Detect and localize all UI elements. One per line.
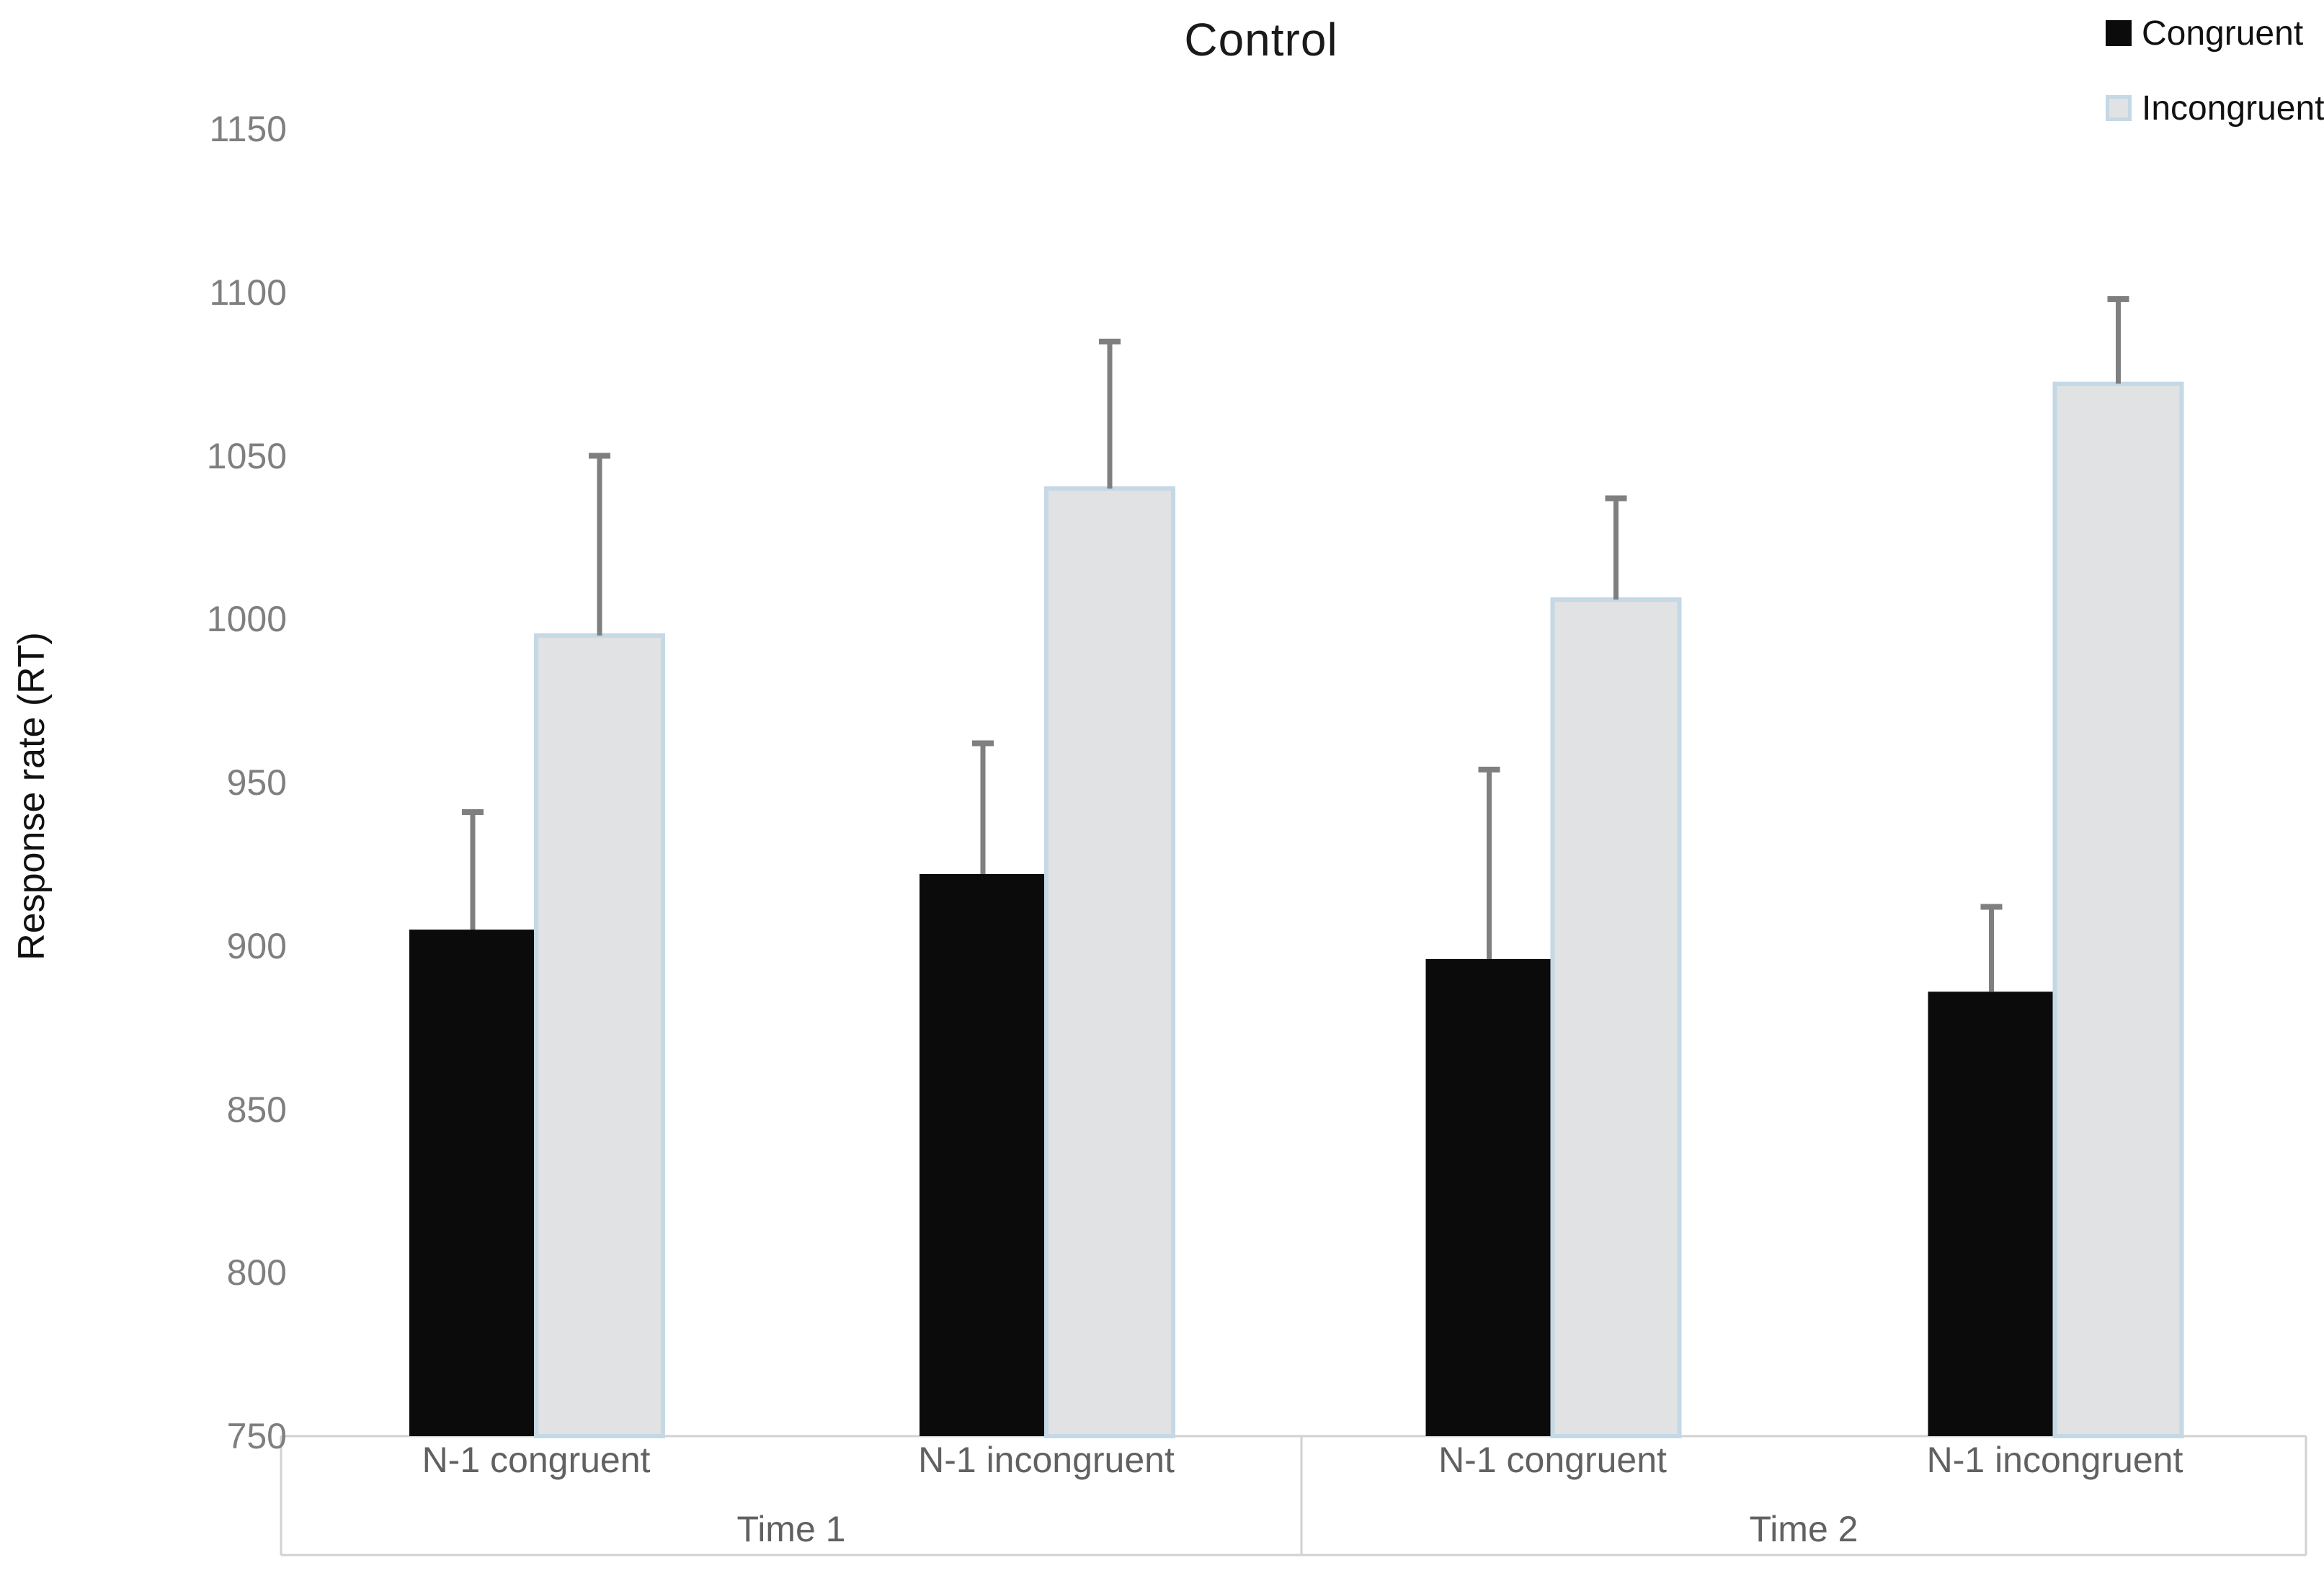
legend-label-incongruent: Incongruent (2142, 89, 2324, 128)
y-tick-label-850: 850 (226, 1089, 287, 1130)
group-label-0: Time 1 (736, 1509, 846, 1549)
congruent-bar-1 (920, 873, 1046, 1436)
incongruent-bar-3 (2052, 381, 2184, 1438)
incongruent-bar-0 (534, 633, 665, 1438)
y-axis-title: Response rate (RT) (11, 632, 53, 961)
legend-item-incongruent: Incongruent (2106, 82, 2324, 134)
y-tick-label-1000: 1000 (206, 599, 287, 640)
category-label-1: N-1 incongruent (918, 1440, 1175, 1480)
incongruent-swatch-icon (2106, 95, 2132, 121)
y-tick-label-950: 950 (226, 762, 287, 803)
congruent-bar-0 (409, 930, 536, 1436)
y-tick-label-1150: 1150 (209, 109, 287, 149)
category-label-2: N-1 congruent (1438, 1440, 1667, 1480)
incongruent-bar-1 (1044, 486, 1175, 1438)
legend-item-congruent: Congruent (2106, 7, 2303, 59)
chart-title: Control (1184, 14, 1338, 66)
y-tick-label-1100: 1100 (209, 272, 287, 313)
congruent-swatch-icon (2106, 20, 2132, 46)
y-tick-label-900: 900 (226, 925, 287, 966)
y-tick-label-750: 750 (226, 1416, 287, 1456)
category-label-3: N-1 incongruent (1926, 1440, 2183, 1480)
incongruent-bar-2 (1550, 597, 1682, 1438)
congruent-bar-2 (1425, 958, 1553, 1436)
y-tick-label-800: 800 (226, 1252, 287, 1293)
y-tick-label-1050: 1050 (206, 435, 287, 476)
legend-label-congruent: Congruent (2142, 14, 2304, 53)
group-label-1: Time 2 (1749, 1509, 1858, 1549)
category-label-0: N-1 congruent (422, 1440, 651, 1480)
congruent-bar-3 (1928, 992, 2055, 1436)
